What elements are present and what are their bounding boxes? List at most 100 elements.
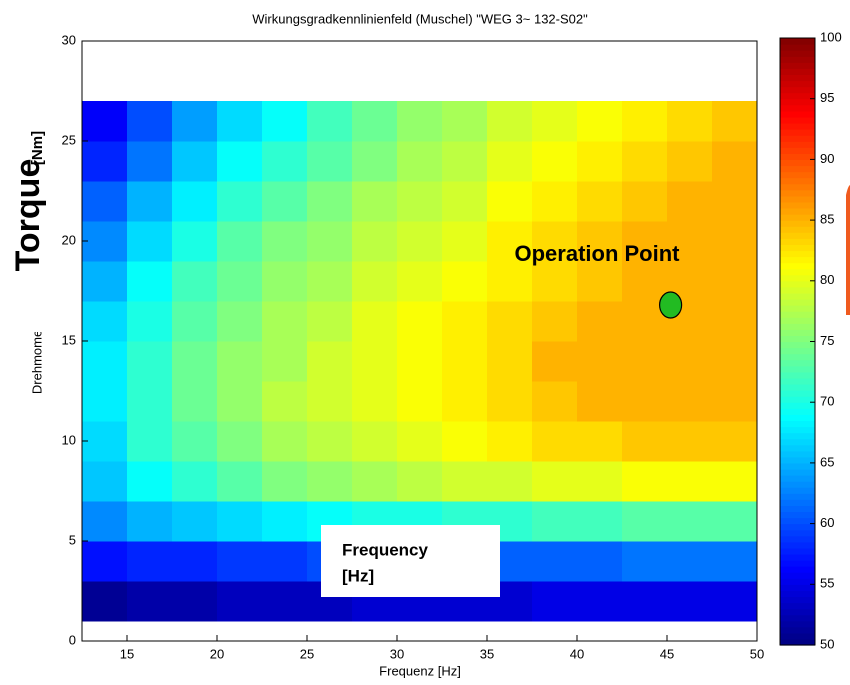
contour-cell (577, 181, 623, 222)
contour-cell (577, 421, 623, 462)
contour-cell (667, 541, 713, 582)
colorbar-segment (780, 426, 815, 434)
colorbar-segment (780, 220, 815, 227)
contour-cell (352, 101, 398, 142)
x-tick-label: 25 (300, 646, 314, 661)
colorbar-segment (780, 165, 815, 173)
contour-cell (712, 461, 758, 502)
colorbar-segment (780, 347, 815, 355)
colorbar-segment (780, 226, 815, 233)
colorbar-tick-label: 90 (820, 151, 834, 166)
contour-cell (127, 581, 173, 622)
contour-cell (127, 221, 173, 262)
colorbar-segment (780, 299, 815, 306)
colorbar-segment (780, 475, 815, 482)
colorbar-segment (780, 305, 815, 312)
contour-cell (532, 181, 578, 222)
contour-cell (667, 221, 713, 262)
contour-cell (127, 501, 173, 542)
contour-cell (397, 221, 443, 262)
contour-cell (217, 461, 263, 502)
x-tick-label: 50 (750, 646, 764, 661)
colorbar-segment (780, 183, 815, 191)
contour-cell (172, 341, 218, 382)
colorbar-segment (780, 590, 815, 598)
contour-cell (622, 501, 668, 542)
contour-cell (172, 101, 218, 142)
contour-cell (532, 381, 578, 422)
contour-cell (667, 141, 713, 182)
contour-cell (712, 181, 758, 222)
contour-cell (217, 421, 263, 462)
y-tick-label: 20 (62, 232, 76, 247)
overlay-x-box (321, 525, 500, 597)
colorbar-segment (780, 638, 815, 646)
colorbar-segment (780, 171, 815, 179)
contour-cell (577, 541, 623, 582)
overlay-backdrop (14, 20, 56, 332)
contour-cell (532, 461, 578, 502)
colorbar-segment (780, 86, 815, 94)
colorbar-segment (780, 444, 815, 452)
colorbar-segment (780, 177, 815, 185)
colorbar-segment (780, 135, 815, 142)
colorbar-segment (780, 214, 815, 221)
colorbar-segment (780, 553, 815, 561)
colorbar-segment (780, 207, 815, 215)
contour-cell (217, 341, 263, 382)
contour-cell (82, 461, 128, 502)
colorbar-tick-label: 85 (820, 212, 834, 227)
contour-cell (82, 581, 128, 622)
contour-cell (307, 261, 353, 302)
contour-cell (532, 141, 578, 182)
contour-cell (667, 421, 713, 462)
colorbar-segment (780, 274, 815, 282)
colorbar-segment (780, 238, 815, 245)
contour-cell (127, 461, 173, 502)
contour-cell (442, 341, 488, 382)
contour-cell (487, 261, 533, 302)
colorbar-segment (780, 122, 815, 130)
contour-cell (532, 541, 578, 582)
colorbar-segment (780, 572, 815, 579)
colorbar-segment (780, 92, 815, 100)
contour-cell (622, 141, 668, 182)
contour-cell (217, 541, 263, 582)
contour-cell (487, 461, 533, 502)
contour-cell (262, 381, 308, 422)
contour-cell (172, 421, 218, 462)
contour-cell (577, 341, 623, 382)
contour-cell (217, 581, 263, 622)
contour-cell (442, 461, 488, 502)
contour-cell (577, 461, 623, 502)
contour-cell (172, 541, 218, 582)
colorbar-segment (780, 414, 815, 422)
contour-cell (487, 341, 533, 382)
contour-cell (352, 461, 398, 502)
colorbar-segment (780, 286, 815, 294)
colorbar-segment (780, 468, 815, 476)
colorbar-segment (780, 80, 815, 88)
contour-cell (532, 221, 578, 262)
contour-cell (397, 461, 443, 502)
colorbar-segment (780, 614, 815, 622)
colorbar-segment (780, 329, 815, 337)
contour-cell (712, 141, 758, 182)
colorbar-segment (780, 602, 815, 610)
colorbar-segment (780, 547, 815, 555)
contour-cell (262, 221, 308, 262)
colorbar-tick-label: 65 (820, 454, 834, 469)
contour-cell (397, 261, 443, 302)
colorbar-segment (780, 341, 815, 349)
colorbar-segment (780, 153, 815, 160)
contour-cell (127, 261, 173, 302)
chart-title: Wirkungsgradkennlinienfeld (Muschel) "WE… (252, 11, 588, 26)
contour-cell (442, 421, 488, 462)
contour-cell (712, 541, 758, 582)
y-tick-label: 0 (69, 632, 76, 647)
contour-cell (712, 421, 758, 462)
contour-cell (712, 381, 758, 422)
colorbar-segment (780, 280, 815, 288)
contour-cell (622, 581, 668, 622)
x-tick-label: 40 (570, 646, 584, 661)
